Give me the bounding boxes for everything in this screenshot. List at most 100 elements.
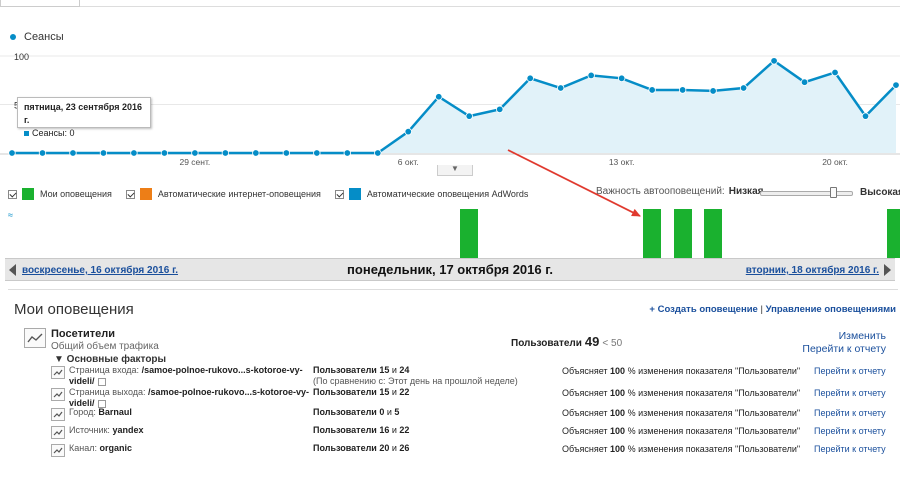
annotation-filter-1[interactable]: Мои оповещения (8, 188, 112, 200)
factor-users-label: Пользователи (313, 443, 377, 453)
external-link-icon[interactable] (97, 399, 106, 408)
annotations-toggle-tab[interactable]: ▼ (437, 165, 473, 176)
line-chart-icon[interactable] (51, 408, 65, 421)
sensitivity-slider-thumb[interactable] (829, 187, 837, 198)
factor-row: Канал: organic Пользователи 20 и 26 Объясн… (50, 442, 888, 460)
alert-annotation-bar[interactable] (673, 209, 692, 258)
active-tab[interactable] (0, 0, 80, 7)
alert-annotation-bar[interactable] (704, 209, 723, 258)
sensitivity-slider-track[interactable] (760, 191, 853, 196)
data-point (556, 84, 565, 92)
x-tick-label: 6 окт. (398, 157, 419, 167)
annotation-filter-3[interactable]: Автоматические оповещения AdWords (334, 188, 528, 200)
series-legend-label: Сеансы (24, 31, 64, 43)
goto-report-link[interactable]: Перейти к отчету (802, 343, 886, 355)
line-chart-icon[interactable] (51, 366, 65, 379)
edit-alert-link[interactable]: Изменить (838, 330, 886, 342)
data-point (313, 149, 321, 157)
explains-text: % изменения показателя "Пользователи" (627, 426, 801, 436)
factor-dim-label: Страница входа: (69, 365, 140, 375)
alert-name: Посетители (51, 328, 115, 340)
metric-label: Пользователи (511, 338, 582, 349)
data-point (770, 57, 778, 65)
factor-dim-value[interactable]: organic (99, 443, 133, 453)
factor-dim-value-cont[interactable]: videli/ (69, 376, 95, 386)
tooltip-date: пятница, 23 сентября 2016 г. (24, 102, 143, 125)
factor-dim-value[interactable]: /samoe-polnoe-rukovo...s-kotoroe-vy- (141, 365, 303, 375)
data-point (617, 74, 626, 83)
current-date: понедельник, 17 октября 2016 г. (347, 262, 553, 277)
factor-value-a: 15 (379, 365, 390, 375)
sensitivity-label-group: Важность автооповещений: Низкая (596, 186, 763, 197)
create-alert-link[interactable]: + Создать оповещение (649, 304, 758, 315)
prev-day-link[interactable]: воскресенье, 16 октября 2016 г. (22, 265, 179, 276)
manage-alerts-link[interactable]: Управление оповещениями (765, 304, 896, 315)
x-tick-label: 29 сент. (179, 157, 210, 167)
strip-edge-marker: ≈ (8, 210, 13, 220)
factor-dimension: Канал: organic (69, 443, 132, 454)
arrow-left-icon[interactable] (9, 264, 16, 276)
y-tick-label: 100 (14, 52, 29, 62)
factor-dim-value[interactable]: Barnaul (98, 407, 132, 417)
factor-goto-report-link[interactable]: Перейти к отчету (814, 426, 886, 436)
alert-annotation-bar[interactable] (643, 209, 662, 258)
external-link-icon[interactable] (97, 377, 106, 386)
factor-dim-value-cont[interactable]: videli/ (69, 398, 95, 408)
explains-percent: 100 (610, 408, 626, 418)
panel-title: Мои оповещения (14, 301, 134, 318)
tooltip-series-swatch (24, 131, 29, 137)
date-navigation-bar: воскресенье, 16 октября 2016 г. понедель… (5, 258, 895, 281)
explains-percent: 100 (610, 444, 626, 454)
data-point (221, 149, 230, 157)
factor-comparison-note: (По сравнению с: Этот день на прошлой не… (313, 376, 518, 386)
data-point (99, 149, 108, 157)
factor-goto-report-link[interactable]: Перейти к отчету (814, 388, 886, 398)
factor-row: Город: Barnaul Пользователи 0 и 5 Объясняе… (50, 406, 888, 424)
factor-dim-label: Город: (69, 407, 96, 417)
factor-and: и (391, 387, 397, 397)
top-tab-strip (0, 0, 900, 7)
factor-goto-report-link[interactable]: Перейти к отчету (814, 408, 886, 418)
factor-goto-report-link[interactable]: Перейти к отчету (814, 444, 886, 454)
arrow-right-icon[interactable] (884, 264, 891, 276)
line-chart-icon[interactable] (24, 328, 46, 348)
line-chart-icon[interactable] (51, 388, 65, 401)
factor-value-b: 26 (399, 443, 410, 453)
factor-goto-report-link[interactable]: Перейти к отчету (814, 366, 886, 376)
factor-users-label: Пользователи (313, 407, 377, 417)
annotation-color-swatch (348, 188, 361, 200)
factor-users-label: Пользователи (313, 387, 377, 397)
factor-row: Страница выхода: /samoe-polnoe-rukovo...… (50, 386, 888, 408)
factor-dim-value[interactable]: yandex (112, 425, 144, 435)
factor-users: Пользователи 20 и 26 (313, 443, 409, 454)
data-point (678, 86, 687, 94)
factor-value-a: 15 (379, 387, 390, 397)
explains-text: % изменения показателя "Пользователи" (627, 388, 801, 398)
alert-annotation-bar[interactable] (887, 209, 900, 258)
checkbox[interactable] (125, 189, 135, 199)
alert-subtitle: Общий объем трафика (51, 341, 159, 352)
line-chart-icon[interactable] (51, 426, 65, 439)
alert-annotation-bar[interactable] (460, 209, 479, 258)
data-point (800, 78, 809, 86)
checkbox[interactable] (8, 189, 17, 199)
factor-and: и (391, 425, 397, 435)
data-point (496, 105, 504, 114)
data-point (892, 81, 900, 89)
key-factors-heading[interactable]: ▼ Основные факторы (54, 354, 167, 365)
annotation-filter-2[interactable]: Автоматические интернет-оповещения (125, 188, 321, 200)
factor-dimension: Город: Barnaul (69, 407, 132, 418)
data-point (465, 112, 473, 120)
factor-dim-value[interactable]: /samoe-polnoe-rukovo...s-kotoroe-vy- (148, 387, 310, 397)
line-chart-icon[interactable] (51, 444, 65, 457)
factor-and: и (386, 407, 392, 417)
factor-explains: Объясняет 100 % изменения показателя "По… (562, 426, 800, 436)
explains-text: % изменения показателя "Пользователи" (627, 366, 801, 376)
factor-dim-label: Страница выхода: (69, 387, 146, 397)
factor-row: Источник: yandex Пользователи 16 и 22 Объя… (50, 424, 888, 442)
next-day-link[interactable]: вторник, 18 октября 2016 г. (745, 265, 879, 276)
factor-explains: Объясняет 100 % изменения показателя "По… (562, 444, 800, 454)
factor-value-a: 20 (379, 443, 390, 453)
factor-row: Страница входа: /samoe-polnoe-rukovo...s… (50, 364, 888, 388)
checkbox[interactable] (334, 189, 344, 199)
